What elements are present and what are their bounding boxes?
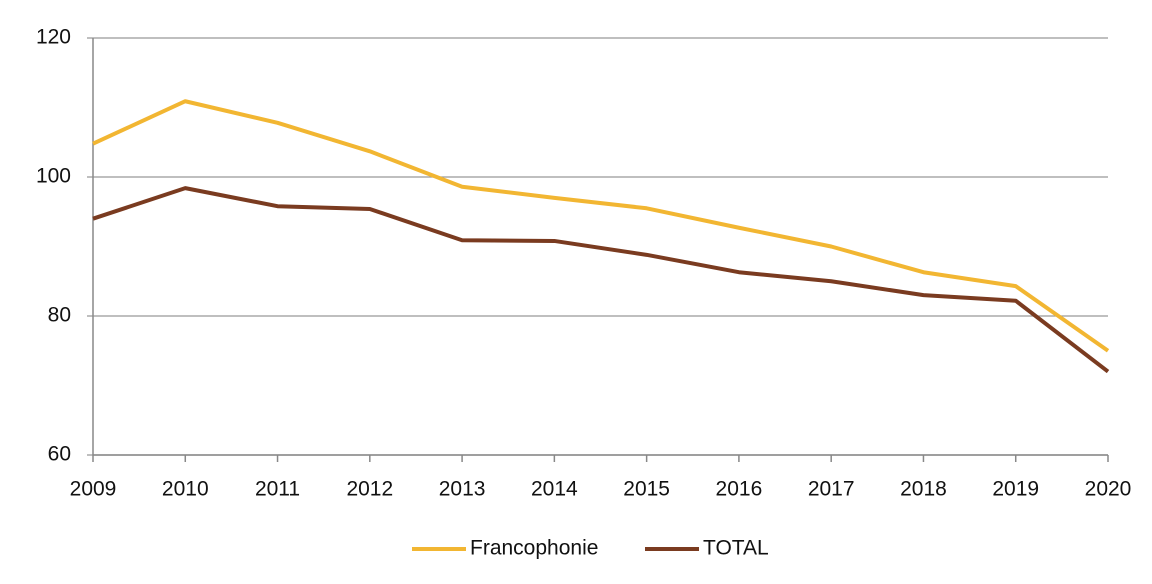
y-tick-label: 60 xyxy=(48,443,71,466)
y-tick-label: 100 xyxy=(36,165,71,188)
x-tick-label: 2011 xyxy=(255,478,300,501)
x-tick-label: 2014 xyxy=(531,478,578,501)
x-tick-label: 2013 xyxy=(439,478,486,501)
legend-label: TOTAL xyxy=(703,537,769,560)
x-tick-label: 2015 xyxy=(623,478,670,501)
x-tick-label: 2019 xyxy=(992,478,1039,501)
x-tick-label: 2017 xyxy=(808,478,855,501)
series-line xyxy=(92,186,1110,374)
x-tick-label: 2010 xyxy=(162,478,209,501)
x-tick-label: 2016 xyxy=(716,478,763,501)
series-line xyxy=(92,99,1110,353)
x-tick-label: 2018 xyxy=(900,478,947,501)
x-tick-label: 2009 xyxy=(70,478,117,501)
x-tick-label: 2012 xyxy=(346,478,393,501)
y-tick-label: 120 xyxy=(36,26,71,49)
y-tick-label: 80 xyxy=(48,304,71,327)
legend-label: Francophonie xyxy=(470,537,598,560)
x-tick-label: 2020 xyxy=(1085,478,1132,501)
